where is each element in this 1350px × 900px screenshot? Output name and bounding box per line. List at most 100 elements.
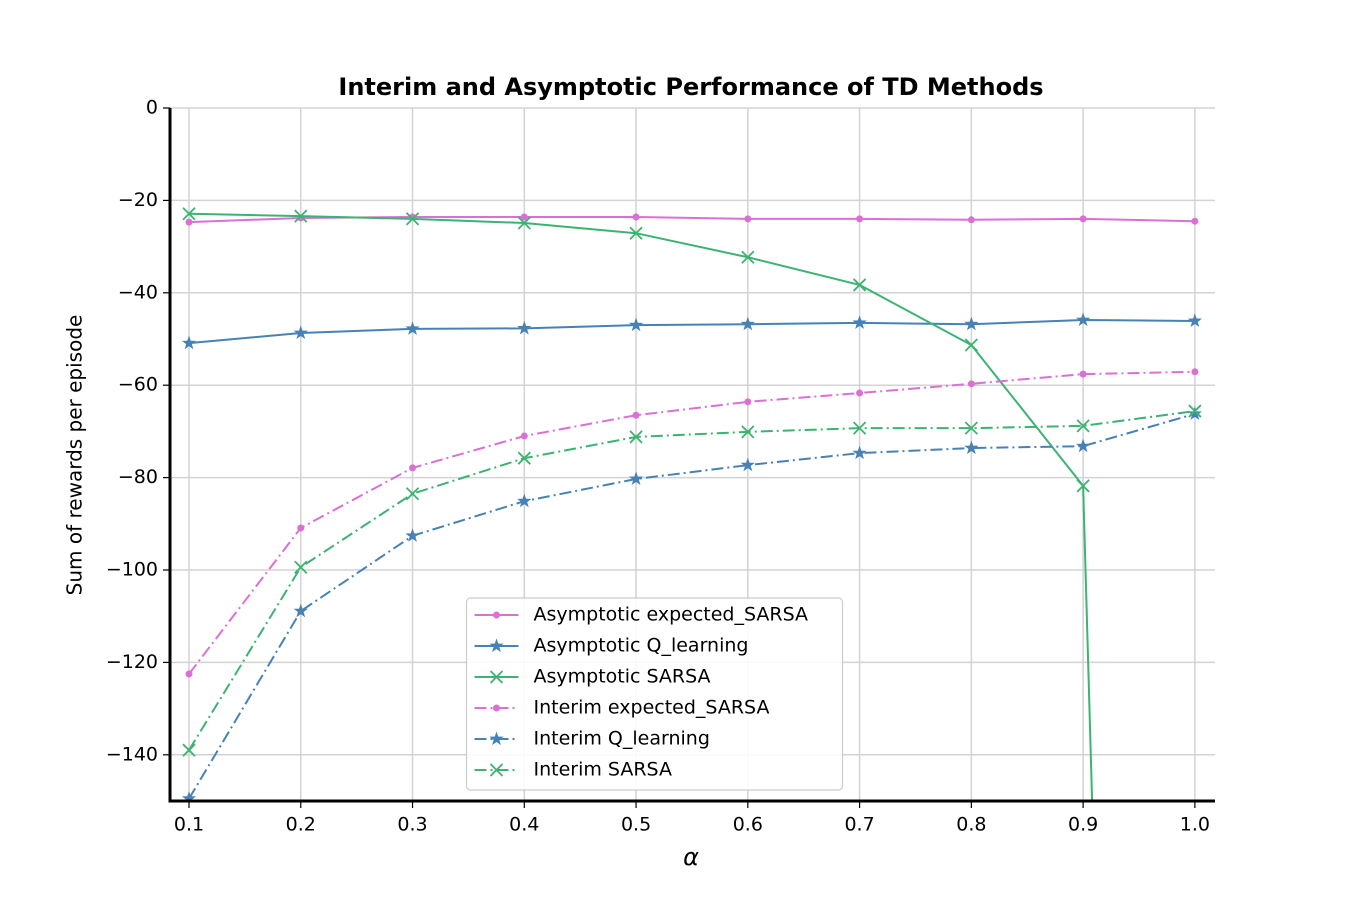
- x-tick-label: 0.1: [174, 814, 204, 836]
- marker: [1191, 217, 1199, 225]
- series-line: [188, 370, 1195, 675]
- marker: [628, 317, 644, 332]
- series-line: [188, 212, 1094, 801]
- marker: [489, 638, 504, 653]
- marker: [740, 316, 755, 331]
- legend: Asymptotic expected_SARSA Asymptotic Q_le…: [465, 597, 844, 791]
- marker: [856, 389, 864, 397]
- marker: [629, 226, 643, 240]
- marker: [293, 603, 308, 618]
- x-tick-label: 0.3: [397, 814, 427, 836]
- y-tick-label: −60: [118, 374, 158, 396]
- marker: [964, 421, 978, 435]
- marker: [297, 524, 305, 532]
- marker: [517, 216, 531, 230]
- marker: [181, 335, 197, 350]
- marker: [182, 743, 196, 757]
- marker: [405, 487, 420, 501]
- y-tick-label: 0: [146, 97, 158, 119]
- marker: [744, 398, 752, 406]
- marker: [1079, 215, 1087, 223]
- legend-label: Interim expected_SARSA: [534, 697, 770, 719]
- x-tick-label: 0.7: [844, 814, 874, 836]
- marker: [629, 430, 643, 444]
- x-tick-label: 0.6: [733, 814, 763, 836]
- axes: 0.1 0.2 0.3 0.4 0.5 0.6 0.7 0.8 0.9 1.0 0 −20 −40 −60…: [106, 97, 1215, 836]
- marker: [967, 216, 975, 224]
- marker: [181, 791, 197, 801]
- marker: [1188, 404, 1202, 418]
- marker: [185, 218, 193, 226]
- marker: [1075, 438, 1091, 453]
- y-tick-label: −20: [118, 189, 158, 211]
- x-tick-label: 0.5: [621, 814, 651, 836]
- y-axis-label: Sum of rewards per episode: [63, 315, 87, 596]
- legend-label: Asymptotic SARSA: [534, 666, 711, 688]
- marker: [1079, 370, 1087, 378]
- marker: [967, 380, 975, 388]
- plot-area: [181, 207, 1203, 801]
- y-tick-label: −140: [106, 743, 158, 765]
- marker: [517, 320, 532, 335]
- marker: [493, 704, 500, 712]
- legend-label: Asymptotic Q_learning: [534, 635, 749, 657]
- marker: [1187, 313, 1203, 328]
- marker: [856, 215, 864, 223]
- series-line: [188, 319, 1195, 345]
- y-tick-label: −100: [106, 559, 158, 581]
- marker: [405, 528, 420, 542]
- marker: [489, 731, 504, 746]
- marker: [964, 338, 978, 352]
- x-tick-label: 0.2: [286, 814, 316, 836]
- y-tick-label: −40: [118, 281, 158, 303]
- marker: [517, 451, 531, 465]
- marker: [520, 432, 528, 440]
- marker: [185, 670, 193, 678]
- marker: [409, 464, 417, 472]
- marker: [1076, 479, 1090, 493]
- chart-title: Interim and Asymptotic Performance of TD…: [338, 73, 1043, 101]
- x-tick-label: 0.8: [956, 814, 986, 836]
- marker: [293, 325, 308, 340]
- marker: [964, 440, 979, 455]
- marker: [1075, 312, 1091, 327]
- marker: [741, 250, 755, 264]
- marker: [632, 411, 640, 419]
- marker: [741, 425, 755, 439]
- legend-label: Interim SARSA: [534, 759, 672, 781]
- marker: [632, 213, 640, 221]
- series-line: [188, 412, 1196, 800]
- marker: [517, 493, 532, 508]
- legend-box: [465, 597, 844, 791]
- x-tick-label: 1.0: [1180, 814, 1210, 836]
- marker: [1187, 406, 1203, 420]
- marker: [182, 207, 196, 221]
- marker: [740, 457, 755, 472]
- marker: [405, 321, 420, 335]
- y-tick-label: −120: [106, 651, 158, 673]
- marker: [852, 421, 867, 435]
- marker: [852, 445, 867, 460]
- marker: [520, 213, 528, 221]
- x-tick-label: 0.9: [1068, 814, 1098, 836]
- marker: [1191, 368, 1199, 376]
- marker: [405, 212, 420, 226]
- marker: [852, 278, 867, 292]
- marker: [489, 763, 504, 777]
- marker: [489, 670, 504, 684]
- x-axis-label: α: [683, 843, 699, 871]
- legend-label: Interim Q_learning: [534, 728, 710, 750]
- marker: [628, 471, 644, 486]
- marker: [1076, 419, 1090, 433]
- x-tick-label: 0.4: [509, 814, 539, 836]
- legend-label: Asymptotic expected_SARSA: [534, 604, 809, 626]
- y-tick-label: −80: [118, 466, 158, 488]
- marker: [493, 611, 500, 619]
- series-line: [188, 410, 1196, 751]
- marker: [294, 560, 308, 574]
- marker: [964, 316, 979, 331]
- marker: [744, 215, 752, 223]
- marker: [852, 315, 867, 329]
